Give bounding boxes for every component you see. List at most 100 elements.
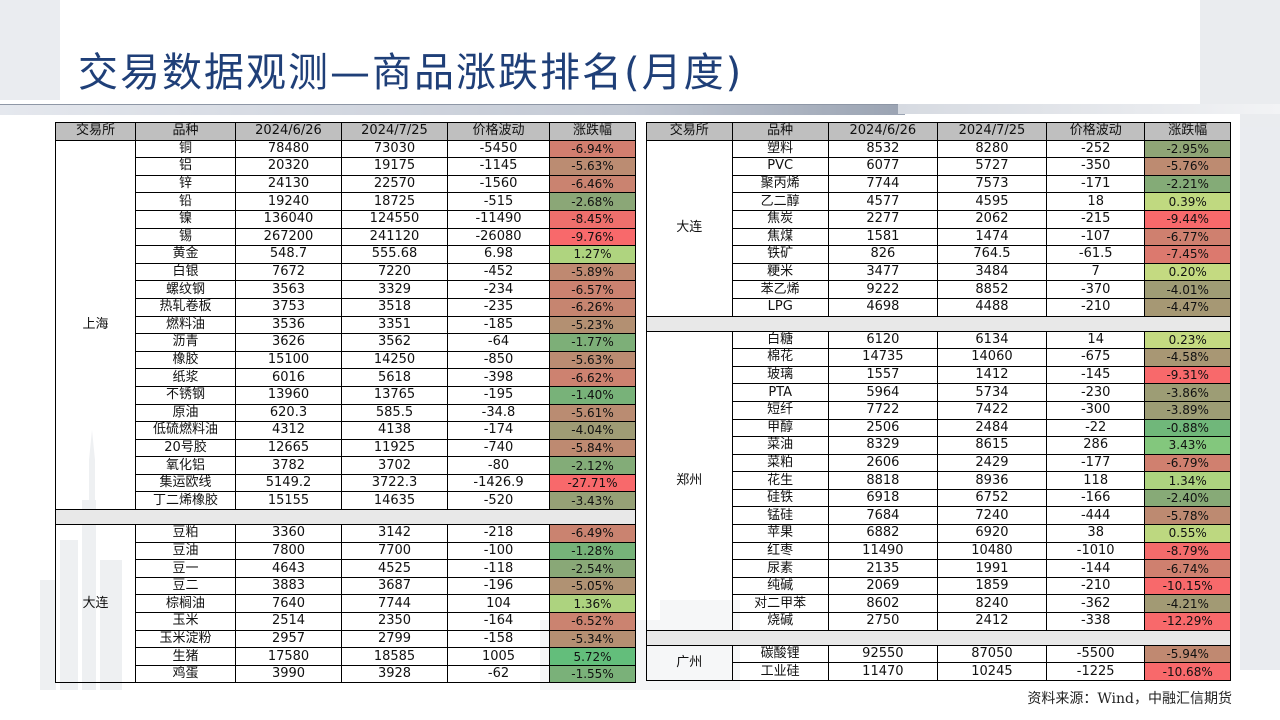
group-spacer-cell — [55, 509, 636, 526]
table-row: 铅 19240 18725 -515 -2.68% — [56, 192, 636, 211]
price-end-cell: 18585 — [341, 647, 448, 666]
price-change-cell: 1005 — [447, 647, 550, 666]
price-change-cell: -210 — [1045, 576, 1146, 596]
price-end-cell: 5727 — [936, 157, 1048, 176]
product-cell: 烧碱 — [731, 612, 829, 631]
pct-change-cell: -4.58% — [1144, 348, 1231, 367]
pct-change-cell: -6.94% — [549, 139, 636, 159]
table-header-row: 交易所 品种 2024/6/26 2024/7/25 价格波动 涨跌幅 — [55, 122, 636, 141]
pct-change-cell: -5.63% — [549, 157, 636, 176]
pct-change-cell: -8.45% — [549, 209, 636, 229]
group-spacer-row — [55, 509, 636, 526]
price-start-cell: 2750 — [827, 612, 938, 631]
table-row: 热轧卷板 3753 3518 -235 -6.26% — [56, 297, 636, 317]
pct-change-cell: -1.55% — [549, 664, 636, 684]
product-cell: 工业硅 — [731, 662, 829, 681]
price-end-cell: 14060 — [936, 348, 1048, 367]
product-cell: 玻璃 — [731, 365, 829, 385]
price-change-cell: -234 — [447, 280, 550, 299]
price-end-cell: 10245 — [936, 662, 1048, 681]
price-change-cell: -218 — [447, 524, 550, 543]
pct-change-cell: -10.15% — [1144, 576, 1231, 596]
price-start-cell: 11490 — [827, 541, 938, 561]
price-start-cell: 6882 — [827, 524, 938, 543]
price-end-cell: 8240 — [936, 594, 1048, 614]
price-end-cell: 7744 — [341, 594, 448, 614]
price-change-cell: 18 — [1045, 192, 1146, 211]
price-end-cell: 5618 — [341, 368, 448, 387]
price-end-cell: 14635 — [341, 491, 448, 511]
product-cell: 低硫燃料油 — [135, 421, 236, 440]
price-end-cell: 3687 — [341, 576, 448, 596]
price-end-cell: 4138 — [341, 421, 448, 440]
price-end-cell: 2412 — [936, 612, 1048, 631]
price-end-cell: 764.5 — [936, 245, 1048, 264]
table-header-row: 交易所 品种 2024/6/26 2024/7/25 价格波动 涨跌幅 — [646, 122, 1231, 141]
table-row: 鸡蛋 3990 3928 -62 -1.55% — [56, 664, 636, 684]
pct-change-cell: -27.71% — [549, 473, 636, 493]
table-row: 大连 塑料 8532 8280 -252 -2.95% — [646, 139, 1231, 317]
table-row: 铁矿 826 764.5 -61.5 -7.45% — [647, 245, 1231, 264]
price-start-cell: 6918 — [827, 488, 938, 508]
price-start-cell: 15100 — [235, 350, 342, 370]
product-cell: 聚丙烯 — [731, 174, 829, 194]
price-change-cell: 14 — [1045, 330, 1146, 350]
pct-change-cell: 0.55% — [1144, 524, 1231, 543]
price-change-cell: -177 — [1045, 453, 1146, 473]
pct-change-cell: -3.89% — [1144, 400, 1231, 420]
table-row: 短纤 7722 7422 -300 -3.89% — [647, 400, 1231, 420]
price-start-cell: 2514 — [235, 612, 342, 631]
header-date-end: 2024/7/25 — [341, 122, 448, 141]
price-start-cell: 548.7 — [235, 245, 342, 264]
pct-change-cell: 0.39% — [1144, 192, 1231, 211]
product-cell: 棉花 — [731, 348, 829, 367]
price-start-cell: 267200 — [235, 227, 342, 247]
price-start-cell: 2135 — [827, 559, 938, 578]
table-row: 苹果 6882 6920 38 0.55% — [647, 524, 1231, 543]
pct-change-cell: -5.84% — [549, 438, 636, 458]
price-change-cell: -61.5 — [1045, 245, 1146, 264]
table-row: 苯乙烯 9222 8852 -370 -4.01% — [647, 280, 1231, 299]
price-change-cell: -444 — [1045, 506, 1146, 526]
pct-change-cell: -12.29% — [1144, 612, 1231, 631]
pct-change-cell: -6.62% — [549, 368, 636, 387]
table-row: 红枣 11490 10480 -1010 -8.79% — [647, 541, 1231, 561]
product-cell: 铜 — [135, 139, 236, 159]
product-cell: 黄金 — [135, 245, 236, 264]
price-change-cell: -338 — [1045, 612, 1146, 631]
price-end-cell: 4525 — [341, 559, 448, 578]
product-cell: 乙二醇 — [731, 192, 829, 211]
price-change-cell: -452 — [447, 262, 550, 282]
product-cell: 硅铁 — [731, 488, 829, 508]
title-underline-bar — [0, 104, 905, 115]
product-cell: 锰硅 — [731, 506, 829, 526]
pct-change-cell: -4.47% — [1144, 297, 1231, 317]
table-row: 镍 136040 124550 -11490 -8.45% — [56, 209, 636, 229]
price-end-cell: 19175 — [341, 157, 448, 176]
pct-change-cell: -2.68% — [549, 192, 636, 211]
price-end-cell: 555.68 — [341, 245, 448, 264]
price-start-cell: 6077 — [827, 157, 938, 176]
table-row: 焦炭 2277 2062 -215 -9.44% — [647, 209, 1231, 229]
price-start-cell: 4577 — [827, 192, 938, 211]
price-start-cell: 2069 — [827, 576, 938, 596]
product-cell: 苹果 — [731, 524, 829, 543]
table-row: 锡 267200 241120 -26080 -9.76% — [56, 227, 636, 247]
pct-change-cell: -6.49% — [549, 524, 636, 543]
price-change-cell: -195 — [447, 385, 550, 405]
table-row: 丁二烯橡胶 15155 14635 -520 -3.43% — [56, 491, 636, 511]
price-change-cell: 104 — [447, 594, 550, 614]
pct-change-cell: -6.57% — [549, 280, 636, 299]
price-end-cell: 1412 — [936, 365, 1048, 385]
price-end-cell: 7240 — [936, 506, 1048, 526]
price-start-cell: 7672 — [235, 262, 342, 282]
product-cell: 玉米 — [135, 612, 236, 631]
product-cell: 鸡蛋 — [135, 664, 236, 684]
pct-change-cell: -5.05% — [549, 576, 636, 596]
table-row: 烧碱 2750 2412 -338 -12.29% — [647, 612, 1231, 631]
price-start-cell: 3563 — [235, 280, 342, 299]
right-commodity-table: 交易所 品种 2024/6/26 2024/7/25 价格波动 涨跌幅 大连 塑料… — [646, 122, 1231, 681]
product-cell: 纯碱 — [731, 576, 829, 596]
table-row: 对二甲苯 8602 8240 -362 -4.21% — [647, 594, 1231, 614]
price-start-cell: 6120 — [827, 330, 938, 350]
